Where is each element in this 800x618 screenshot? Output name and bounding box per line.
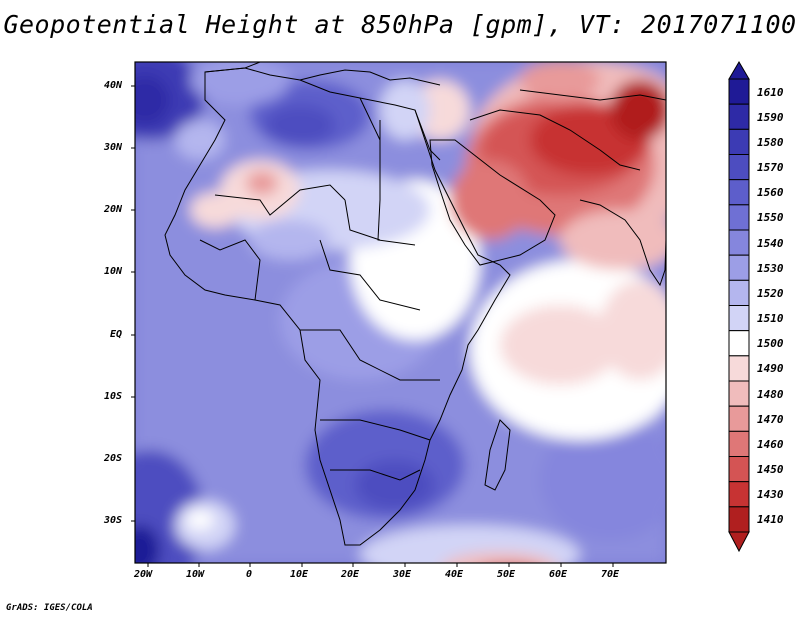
colorbar-swatch <box>728 355 750 382</box>
colorbar-level-label: 1450 <box>757 463 784 477</box>
lat-tick-label: EQ <box>110 329 123 340</box>
map-title: Geopotential Height at 850hPa [gpm], VT:… <box>3 10 797 39</box>
lon-tick-label: 30E <box>393 569 412 580</box>
lat-tick-label: 30N <box>104 142 123 153</box>
colorbar-swatch <box>728 405 750 432</box>
lat-tick-label: 10S <box>104 391 123 402</box>
colorbar-level-label: 1430 <box>757 488 784 502</box>
colorbar-swatch <box>728 204 750 231</box>
colorbar-level-label: 1540 <box>757 236 784 250</box>
colorbar-swatch <box>728 229 750 256</box>
colorbar-swatch <box>728 380 750 407</box>
colorbar-level-label: 1480 <box>757 387 784 401</box>
lat-tick-label: 30S <box>104 515 123 526</box>
lat-tick-label: 40N <box>104 80 123 91</box>
colorbar-swatch <box>728 128 750 155</box>
colorbar-top-arrow <box>728 61 750 80</box>
colorbar-swatch <box>728 430 750 458</box>
axis-ticks <box>131 85 614 567</box>
lon-tick-label: 20W <box>134 569 153 580</box>
colorbar-level-label: 1580 <box>757 135 784 149</box>
lat-tick-label: 20N <box>104 204 123 215</box>
colorbar-level-label: 1460 <box>757 437 784 451</box>
colorbar-level-label: 1520 <box>757 286 784 300</box>
colorbar-level-label: 1410 <box>757 513 784 527</box>
colorbar-swatch <box>728 103 750 130</box>
colorbar-swatch <box>728 481 750 508</box>
colorbar <box>728 61 750 553</box>
coastlines <box>164 62 666 546</box>
lat-tick-label: 10N <box>104 266 123 277</box>
lon-tick-label: 10W <box>186 569 205 580</box>
colorbar-bottom-arrow <box>728 531 750 553</box>
colorbar-swatch <box>728 330 750 357</box>
lon-tick-label: 70E <box>601 569 620 580</box>
colorbar-level-label: 1490 <box>757 362 784 376</box>
colorbar-level-label: 1470 <box>757 412 784 426</box>
colorbar-swatch <box>728 506 750 533</box>
lat-tick-label: 20S <box>104 453 123 464</box>
grads-credit: GrADS: IGES/COLA <box>6 603 93 613</box>
colorbar-level-label: 1570 <box>757 161 784 175</box>
colorbar-swatch <box>728 78 750 105</box>
colorbar-level-label: 1610 <box>757 85 784 99</box>
lon-tick-label: 60E <box>549 569 568 580</box>
lon-tick-label: 0 <box>246 569 253 580</box>
colorbar-swatch <box>728 305 750 332</box>
colorbar-level-label: 1560 <box>757 186 784 200</box>
colorbar-level-label: 1550 <box>757 211 784 225</box>
lon-tick-label: 10E <box>290 569 309 580</box>
colorbar-level-label: 1590 <box>757 110 784 124</box>
colorbar-swatch <box>728 154 750 181</box>
colorbar-level-label: 1530 <box>757 261 784 275</box>
lon-tick-label: 20E <box>341 569 360 580</box>
colorbar-swatch <box>728 456 750 483</box>
lon-tick-label: 40E <box>445 569 464 580</box>
colorbar-swatch <box>728 254 750 281</box>
colorbar-level-label: 1500 <box>757 337 784 351</box>
colorbar-swatch <box>728 179 750 206</box>
colorbar-swatch <box>728 279 750 307</box>
plot-frame <box>134 61 667 564</box>
lon-tick-label: 50E <box>497 569 516 580</box>
colorbar-level-label: 1510 <box>757 312 784 326</box>
height-field <box>135 62 666 563</box>
